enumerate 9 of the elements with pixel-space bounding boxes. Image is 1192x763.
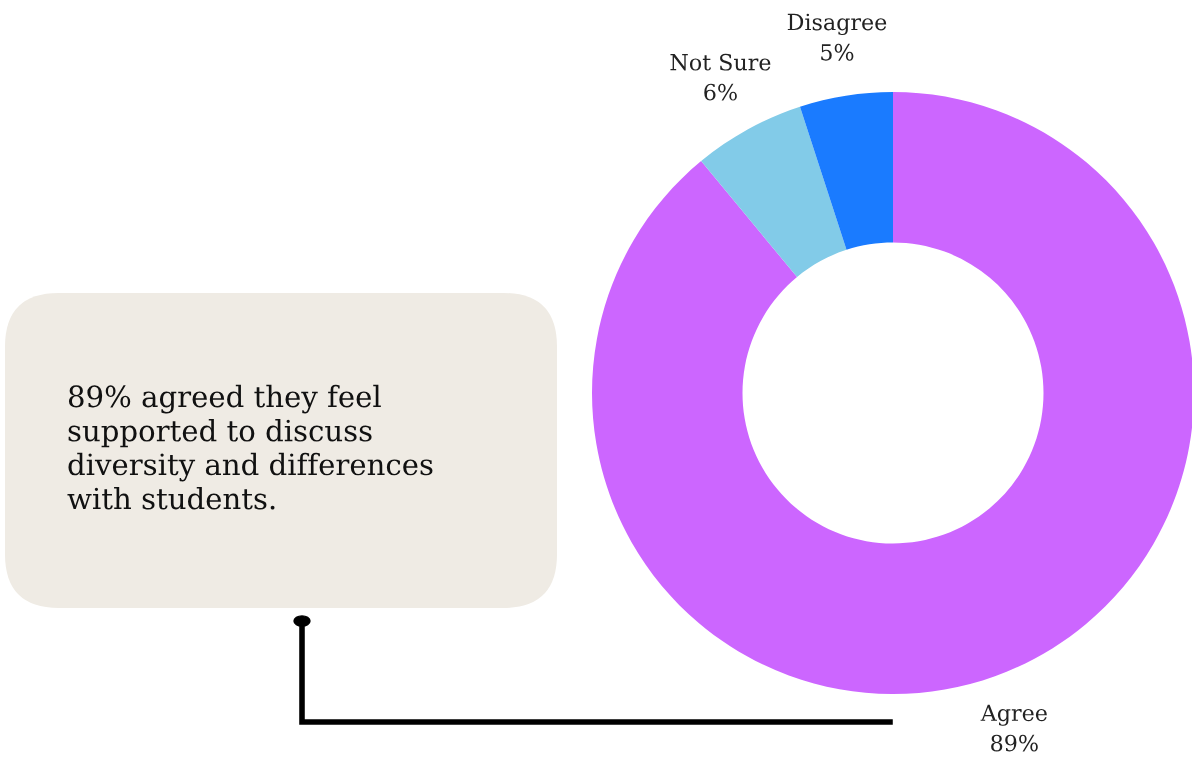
- donut-slice: [799, 92, 893, 250]
- slice-label: Not Sure: [670, 53, 771, 71]
- data-label: 5%: [821, 43, 854, 61]
- data-label: 89%: [991, 734, 1038, 752]
- slice-label: Agree: [980, 704, 1047, 726]
- donut-slice: [701, 106, 847, 278]
- text: 89% agreed they feel supported to discuss diversity and differences with students.: [67, 384, 433, 510]
- slice-label: Disagree: [787, 13, 887, 35]
- data-label: 6%: [704, 83, 737, 101]
